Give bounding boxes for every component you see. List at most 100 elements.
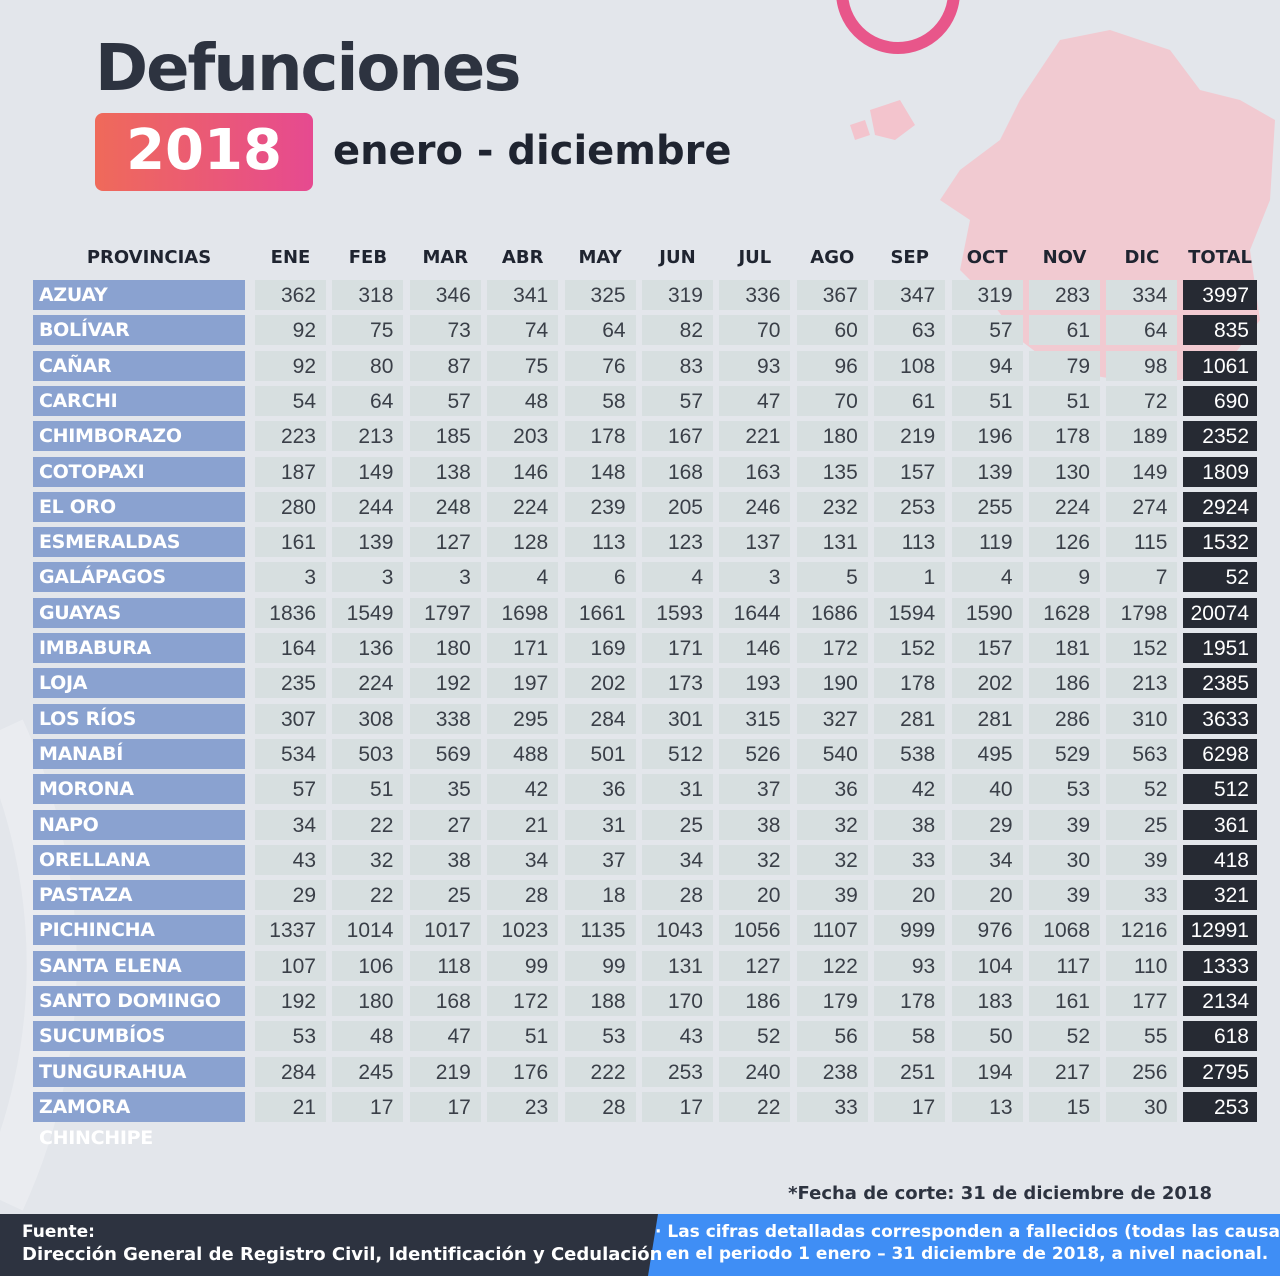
value-cell: 28 xyxy=(564,1091,636,1122)
value-cell: 57 xyxy=(255,774,326,805)
value-cell: 540 xyxy=(796,738,868,769)
value-cell: 50 xyxy=(951,1021,1023,1052)
value-cell: 197 xyxy=(487,668,559,699)
value-cell: 92 xyxy=(255,315,326,346)
province-cell: IMBABURA xyxy=(33,633,245,663)
value-cell: 569 xyxy=(409,738,481,769)
province-cell: SANTO DOMINGO xyxy=(33,986,245,1016)
value-cell: 17 xyxy=(642,1091,713,1122)
value-cell: 253 xyxy=(874,491,946,522)
value-cell: 167 xyxy=(642,421,713,452)
value-cell: 224 xyxy=(1029,491,1100,522)
column-header: ABR xyxy=(501,247,544,268)
value-cell: 319 xyxy=(642,280,713,310)
province-cell: EL ORO xyxy=(33,491,245,522)
value-cell: 1017 xyxy=(409,915,481,946)
total-cell: 512 xyxy=(1183,774,1257,805)
column-header: ENE xyxy=(270,247,311,268)
value-cell: 70 xyxy=(719,315,791,346)
value-cell: 53 xyxy=(255,1021,326,1052)
value-cell: 255 xyxy=(951,491,1023,522)
value-cell: 251 xyxy=(874,1056,946,1087)
value-cell: 4 xyxy=(642,562,713,593)
value-cell: 123 xyxy=(642,527,713,558)
value-cell: 334 xyxy=(1106,280,1178,310)
value-cell: 146 xyxy=(487,456,559,487)
value-cell: 248 xyxy=(409,491,481,522)
value-cell: 346 xyxy=(409,280,481,310)
value-cell: 315 xyxy=(719,703,791,734)
value-cell: 137 xyxy=(719,527,791,558)
province-cell: TUNGURAHUA xyxy=(33,1056,245,1087)
value-cell: 75 xyxy=(332,315,404,346)
province-cell: MANABÍ xyxy=(33,738,245,769)
value-cell: 232 xyxy=(796,491,868,522)
value-cell: 34 xyxy=(642,844,713,875)
column-header: JUL xyxy=(738,247,772,268)
value-cell: 38 xyxy=(874,809,946,840)
value-cell: 4 xyxy=(487,562,559,593)
value-cell: 196 xyxy=(951,421,1023,452)
value-cell: 3 xyxy=(409,562,481,593)
value-cell: 39 xyxy=(1029,809,1100,840)
value-cell: 152 xyxy=(1106,633,1178,663)
value-cell: 189 xyxy=(1106,421,1178,452)
value-cell: 310 xyxy=(1106,703,1178,734)
value-cell: 37 xyxy=(564,844,636,875)
value-cell: 117 xyxy=(1029,950,1100,981)
value-cell: 93 xyxy=(874,950,946,981)
value-cell: 538 xyxy=(874,738,946,769)
value-cell: 235 xyxy=(255,668,326,699)
value-cell: 307 xyxy=(255,703,326,734)
value-cell: 57 xyxy=(409,385,481,416)
value-cell: 146 xyxy=(719,633,791,663)
province-cell: CHIMBORAZO xyxy=(33,421,245,452)
column-header: TOTAL xyxy=(1188,247,1252,268)
value-cell: 526 xyxy=(719,738,791,769)
value-cell: 183 xyxy=(951,986,1023,1016)
value-cell: 1023 xyxy=(487,915,559,946)
value-cell: 219 xyxy=(874,421,946,452)
value-cell: 58 xyxy=(564,385,636,416)
column-header: MAY xyxy=(578,247,622,268)
value-cell: 529 xyxy=(1029,738,1100,769)
value-cell: 188 xyxy=(564,986,636,1016)
total-cell: 2352 xyxy=(1183,421,1257,452)
value-cell: 22 xyxy=(332,880,404,911)
value-cell: 1056 xyxy=(719,915,791,946)
value-cell: 1797 xyxy=(409,597,481,628)
value-cell: 113 xyxy=(564,527,636,558)
value-cell: 22 xyxy=(332,809,404,840)
value-cell: 99 xyxy=(564,950,636,981)
value-cell: 80 xyxy=(332,350,404,381)
value-cell: 51 xyxy=(1029,385,1100,416)
value-cell: 318 xyxy=(332,280,404,310)
value-cell: 75 xyxy=(487,350,559,381)
column-header: DIC xyxy=(1124,247,1160,268)
value-cell: 1798 xyxy=(1106,597,1178,628)
value-cell: 563 xyxy=(1106,738,1178,769)
value-cell: 25 xyxy=(1106,809,1178,840)
value-cell: 63 xyxy=(874,315,946,346)
value-cell: 325 xyxy=(564,280,636,310)
total-cell: 361 xyxy=(1183,809,1257,840)
value-cell: 187 xyxy=(255,456,326,487)
value-cell: 222 xyxy=(564,1056,636,1087)
value-cell: 135 xyxy=(796,456,868,487)
value-cell: 367 xyxy=(796,280,868,310)
value-cell: 221 xyxy=(719,421,791,452)
value-cell: 171 xyxy=(642,633,713,663)
value-cell: 224 xyxy=(332,668,404,699)
total-cell: 2924 xyxy=(1183,491,1257,522)
value-cell: 148 xyxy=(564,456,636,487)
value-cell: 534 xyxy=(255,738,326,769)
value-cell: 20 xyxy=(874,880,946,911)
value-cell: 157 xyxy=(874,456,946,487)
value-cell: 38 xyxy=(719,809,791,840)
value-cell: 1043 xyxy=(642,915,713,946)
province-cell: COTOPAXI xyxy=(33,456,245,487)
value-cell: 239 xyxy=(564,491,636,522)
value-cell: 57 xyxy=(642,385,713,416)
value-cell: 94 xyxy=(951,350,1023,381)
value-cell: 280 xyxy=(255,491,326,522)
